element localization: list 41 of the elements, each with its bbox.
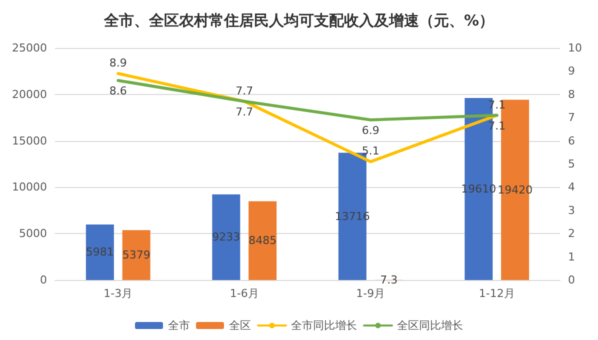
y-tick-label: 20000 xyxy=(12,88,47,101)
y-tick-label: 5000 xyxy=(19,227,47,240)
data-label: 8.6 xyxy=(109,84,127,98)
y2-tick-label: 0 xyxy=(568,274,575,286)
data-label: 7.7 xyxy=(236,84,254,98)
data-label: 8485 xyxy=(248,234,277,248)
y2-tick-label: 1 xyxy=(568,250,575,264)
data-label: 9233 xyxy=(212,230,240,244)
data-label: 5981 xyxy=(86,246,114,259)
bar xyxy=(86,224,114,280)
y2-tick-label: 4 xyxy=(568,180,575,194)
legend-label: 全区 xyxy=(229,319,251,332)
bar xyxy=(248,201,277,280)
y2-tick-label: 2 xyxy=(568,227,575,240)
y-tick-label: 25000 xyxy=(12,42,47,54)
x-tick-label: 1-6月 xyxy=(230,287,259,300)
data-label: 5.1 xyxy=(362,144,380,158)
x-tick-label: 1-3月 xyxy=(104,287,133,300)
legend-label: 全市 xyxy=(168,319,190,332)
data-label: 5379 xyxy=(122,248,150,262)
bar xyxy=(122,230,150,280)
y2-tick-label: 3 xyxy=(568,204,575,217)
x-tick-label: 1-9月 xyxy=(356,287,386,300)
y2-tick-label: 7 xyxy=(568,111,575,124)
y2-tick-label: 10 xyxy=(568,42,582,54)
bar xyxy=(212,194,240,280)
y2-tick-label: 6 xyxy=(568,134,575,148)
y-tick-label: 0 xyxy=(40,274,47,286)
chart-title: 全市、全区农村常住居民人均可支配收入及增速（元、%） xyxy=(102,12,494,30)
data-label: 6.9 xyxy=(362,124,380,137)
y-tick-label: 15000 xyxy=(12,134,47,148)
legend-label: 全市同比增长 xyxy=(291,319,357,332)
data-label: 8.9 xyxy=(109,56,127,70)
y2-tick-label: 9 xyxy=(568,64,575,78)
legend-label: 全区同比增长 xyxy=(397,319,463,332)
x-tick-label: 1-12月 xyxy=(478,287,515,300)
y-tick-label: 10000 xyxy=(12,180,47,194)
y2-tick-label: 8 xyxy=(568,88,575,101)
y2-tick-label: 5 xyxy=(568,158,575,170)
data-label: 7.3 xyxy=(380,273,398,286)
data-label: 7.7 xyxy=(236,105,254,118)
